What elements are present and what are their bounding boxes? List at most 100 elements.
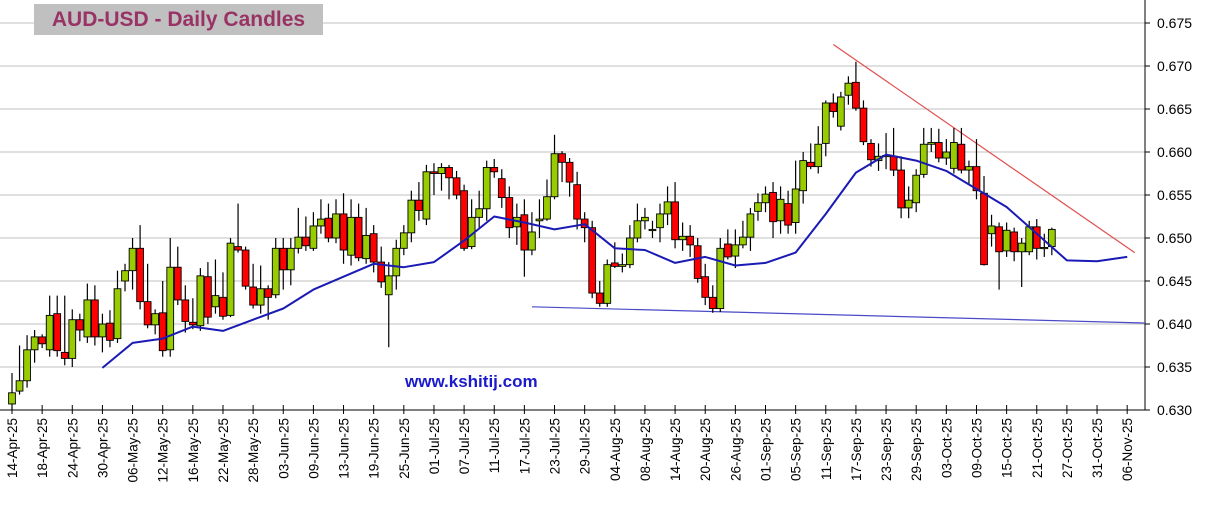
x-tick-label: 21-Oct-25 [1030, 418, 1045, 478]
candle [731, 229, 740, 269]
x-tick-label: 06-Nov-25 [1120, 418, 1135, 481]
candle-body-down [324, 217, 333, 239]
candle [53, 295, 62, 357]
candle [512, 203, 521, 245]
candle [106, 310, 114, 348]
candle-body-down [302, 236, 310, 247]
candle-body-up [776, 198, 785, 222]
candle-body-up [814, 143, 823, 168]
candle [919, 127, 928, 178]
candle [904, 186, 913, 219]
candle-body-down [490, 167, 499, 173]
candle [497, 169, 506, 208]
x-tick-label: 23-Jul-25 [548, 418, 563, 474]
candle-body-down [867, 142, 875, 161]
candle-body-down [573, 184, 581, 220]
candle [980, 176, 988, 266]
candle-body-down [377, 261, 386, 283]
candle [867, 139, 875, 167]
candle-body-up [128, 247, 137, 272]
candle [1032, 219, 1041, 260]
candle-body-down [565, 161, 574, 183]
candle [618, 253, 627, 273]
candle-body-down [136, 247, 144, 303]
x-tick-label: 31-Oct-25 [1090, 418, 1105, 478]
candle [8, 373, 16, 410]
candle [128, 238, 137, 290]
candle-body-up [294, 236, 303, 249]
candle-body-up [761, 193, 770, 204]
x-tick-label: 08-Aug-25 [638, 418, 653, 481]
candle-body-up [648, 228, 657, 232]
candle-body-up [603, 264, 612, 304]
candle [648, 220, 657, 238]
candle-body-up [422, 171, 431, 220]
candle [663, 186, 672, 226]
candle-body-down [445, 167, 453, 179]
candle-body-up [739, 236, 747, 246]
candle [309, 212, 318, 251]
candle [573, 171, 581, 230]
candle-body-up [1002, 229, 1011, 252]
candle [852, 61, 860, 111]
candle-body-up [384, 275, 393, 296]
x-tick-label: 12-May-25 [156, 418, 171, 483]
candle [829, 93, 838, 118]
candle-body-down [204, 276, 212, 318]
candle-body-down [558, 153, 566, 163]
candle [91, 285, 99, 346]
x-tick-label: 25-Jun-25 [397, 418, 412, 479]
candle [957, 127, 966, 174]
candle-body-down [723, 243, 732, 258]
candle-body-up [919, 143, 928, 175]
candle [294, 207, 303, 254]
candle-body-up [543, 196, 551, 220]
candle-body-down [934, 142, 943, 159]
candle-body-down [452, 177, 461, 196]
candle [821, 100, 830, 157]
y-tick-label: 0.630 [1157, 402, 1192, 418]
candle-body-up [332, 213, 340, 239]
candle [1002, 222, 1011, 257]
candle-body-down [415, 199, 423, 211]
candle [950, 127, 958, 174]
candle-body-down [769, 191, 777, 223]
candle [739, 220, 747, 249]
x-tick-label: 30-Apr-25 [95, 418, 110, 478]
candle-body-down [806, 161, 815, 168]
candle-body-up [8, 392, 16, 405]
candle-body-up [731, 244, 740, 257]
x-tick-label: 14-Aug-25 [668, 418, 683, 481]
candle [415, 182, 423, 221]
candle-body-down [708, 296, 717, 309]
candle [776, 186, 785, 234]
candle-body-up [528, 231, 536, 251]
candle [377, 246, 386, 288]
candle-body-up [821, 102, 830, 144]
candle-body-up [799, 160, 808, 192]
candle [196, 268, 205, 331]
candle [98, 313, 107, 353]
chart-title: AUD-USD - Daily Candles [51, 7, 306, 31]
candle-body-down [53, 313, 62, 352]
x-tick-label: 09-Oct-25 [969, 418, 984, 478]
candle-body-up [641, 216, 649, 222]
x-tick-label: 18-Apr-25 [35, 418, 50, 478]
candle [927, 127, 936, 152]
candle [934, 128, 943, 163]
candle-body-up [844, 82, 853, 96]
candle-body-up [392, 247, 401, 277]
candle [520, 199, 529, 277]
support-trendline [531, 306, 1146, 324]
candle [452, 170, 461, 200]
candle [844, 76, 853, 105]
candle [219, 272, 227, 320]
candle [430, 163, 438, 195]
candle [407, 190, 416, 243]
candle-body-down [671, 201, 679, 241]
candle [754, 193, 762, 221]
candle [656, 203, 664, 243]
x-tick-label: 23-Sep-25 [879, 418, 894, 481]
candle-body-down [995, 226, 1003, 253]
